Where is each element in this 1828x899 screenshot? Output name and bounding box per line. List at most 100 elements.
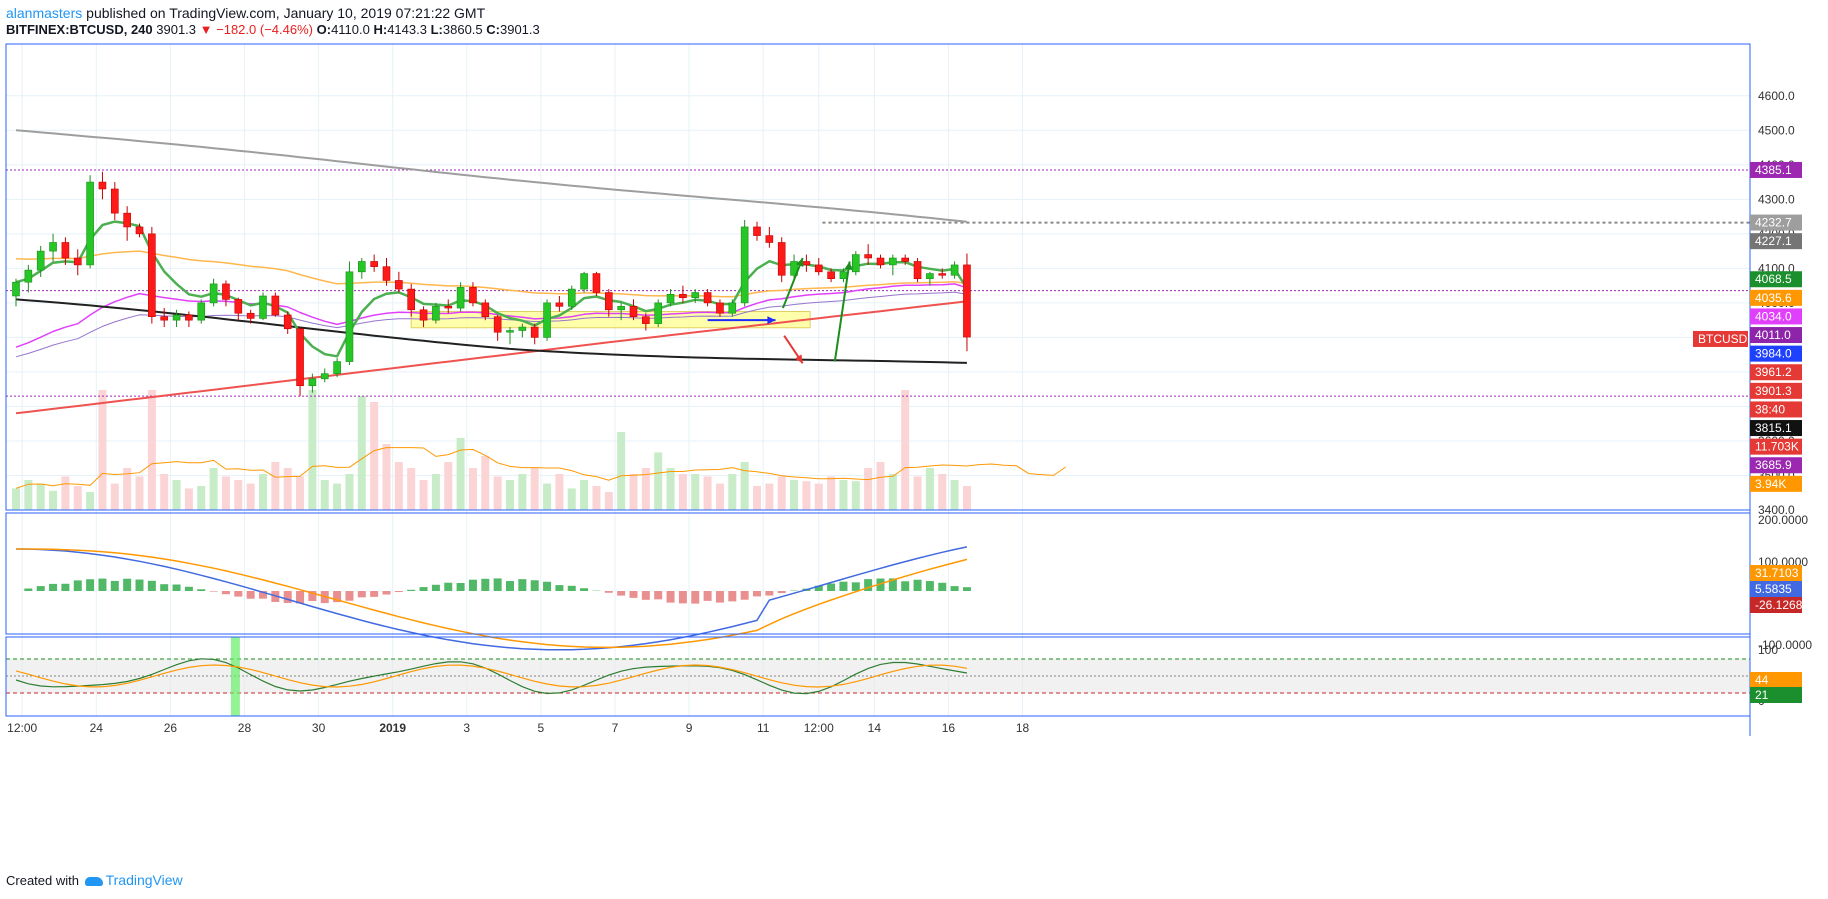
volume-bar bbox=[592, 486, 601, 510]
macd-signal-line bbox=[16, 548, 968, 649]
candle-body bbox=[73, 257, 82, 266]
volume-bar bbox=[61, 476, 70, 510]
price-label-bg bbox=[1750, 233, 1802, 250]
candle-body bbox=[197, 302, 206, 321]
volume-bar bbox=[740, 462, 749, 510]
time-tick-label: 12:00 bbox=[7, 721, 37, 735]
macd-hist-bar bbox=[493, 578, 502, 591]
candle-body bbox=[419, 309, 428, 321]
price-chart[interactable]: 4600.04500.04400.04300.04200.04100.04000… bbox=[0, 40, 1828, 880]
ma-200-line bbox=[15, 129, 968, 223]
up-arrow-2 bbox=[833, 261, 853, 362]
macd-hist-bar bbox=[777, 591, 786, 594]
candle-body bbox=[802, 261, 811, 266]
macd-hist-bar bbox=[765, 591, 774, 596]
macd-hist-bar bbox=[950, 586, 959, 591]
macd-hist-bar bbox=[160, 584, 169, 591]
arrow-head bbox=[794, 354, 803, 364]
candle-body bbox=[839, 271, 848, 280]
ma-100-line bbox=[15, 300, 968, 415]
author-link[interactable]: alanmasters bbox=[6, 5, 83, 21]
price-label: 3984.0 bbox=[1750, 345, 1802, 362]
candle-body bbox=[86, 181, 94, 266]
macd-hist-bar bbox=[691, 591, 700, 604]
volume-bar bbox=[481, 456, 490, 510]
macd-hist-bar bbox=[419, 587, 428, 591]
macd-hist-bar bbox=[36, 586, 45, 591]
macd-hist-bar bbox=[962, 587, 971, 591]
candle-body bbox=[61, 242, 70, 259]
macd-hist-bar bbox=[580, 588, 589, 591]
candles bbox=[12, 171, 971, 397]
time-axis[interactable]: 12:00 24 26 28 30 2019 3 5 7 9 11 12:00 14 16 18 bbox=[7, 721, 1029, 735]
price-label: 4227.1 bbox=[1750, 233, 1802, 250]
candle-body bbox=[518, 326, 527, 331]
macd-hist-bar bbox=[382, 591, 391, 595]
macd-hist-bar bbox=[370, 591, 379, 597]
macd-hist-bar bbox=[407, 589, 416, 591]
volume-bar bbox=[962, 486, 971, 510]
price-label-text: 4068.5 bbox=[1755, 272, 1792, 286]
macd-hist-bar bbox=[444, 582, 453, 591]
volume-bar bbox=[715, 483, 724, 510]
time-tick-label: 3 bbox=[463, 721, 470, 735]
macd-hist-bar bbox=[543, 581, 552, 591]
tradingview-brand[interactable]: TradingView bbox=[105, 872, 183, 888]
price-label-bg bbox=[1750, 401, 1802, 418]
moving-averages bbox=[15, 129, 968, 415]
volume-bar bbox=[925, 468, 934, 510]
candle-body bbox=[580, 273, 588, 290]
candle-body bbox=[36, 250, 45, 271]
volume-bar bbox=[790, 480, 799, 510]
macd-hist-bar bbox=[98, 578, 107, 591]
macd-hist-bar bbox=[827, 583, 836, 591]
macd-hist-bar bbox=[641, 591, 650, 600]
candle-body bbox=[506, 330, 514, 333]
candle-body bbox=[271, 295, 280, 316]
arrow-head bbox=[844, 261, 853, 271]
footer: Created with TradingView bbox=[6, 872, 183, 888]
pane-border bbox=[5, 512, 1751, 635]
macd-hist-bar bbox=[678, 591, 687, 604]
price-tick-label: 3400.0 bbox=[1758, 503, 1795, 517]
arrow-head bbox=[796, 258, 804, 267]
time-tick-label: 24 bbox=[90, 721, 104, 735]
volume-bar bbox=[765, 483, 774, 510]
price-label-text: 4385.1 bbox=[1755, 163, 1792, 177]
candle-body bbox=[432, 306, 440, 321]
volume-bar bbox=[345, 474, 354, 510]
price-label: 4035.6 bbox=[1750, 289, 1802, 306]
symbol-label: BTCUSD bbox=[1693, 330, 1748, 347]
time-tick-label: 26 bbox=[164, 721, 178, 735]
price-label-text: 3685.9 bbox=[1755, 458, 1792, 472]
candle-body bbox=[666, 293, 675, 304]
macd-hist-bar bbox=[197, 589, 206, 591]
macd-hist-bar bbox=[740, 591, 749, 600]
candle-body bbox=[740, 226, 749, 304]
volume-bar bbox=[123, 468, 132, 510]
price-label-text: 38:40 bbox=[1755, 402, 1785, 416]
rsi-d-line bbox=[15, 664, 968, 688]
ohlc-legend: BITFINEX:BTCUSD, 240 3901.3 ▼ −182.0 (−4… bbox=[6, 21, 540, 39]
price-label: 3685.9 bbox=[1750, 457, 1802, 474]
volume-bar bbox=[246, 483, 255, 510]
volume-bar bbox=[419, 480, 428, 510]
volume-bar bbox=[184, 488, 193, 510]
candle-body bbox=[926, 273, 934, 280]
candle-body bbox=[530, 326, 539, 338]
macd-hist-bar bbox=[925, 581, 934, 591]
candle-body bbox=[333, 361, 341, 374]
macd-tick-label: -100.0000 bbox=[1758, 638, 1812, 652]
candle-body bbox=[901, 257, 910, 262]
macd-hist-bar bbox=[851, 582, 860, 591]
publish-info: alanmasters published on TradingView.com… bbox=[6, 4, 485, 22]
published-text: published on TradingView.com, January 10… bbox=[86, 5, 486, 21]
price-label: 3.94K bbox=[1750, 475, 1802, 492]
hist-value-label: -26.1268 bbox=[1750, 597, 1803, 613]
volume-bar bbox=[135, 476, 144, 510]
price-tick-label: 4300.0 bbox=[1758, 192, 1795, 206]
arrow-shaft bbox=[833, 261, 851, 362]
volume-bar bbox=[814, 483, 823, 510]
rsi-tick-label: 100 bbox=[1758, 643, 1778, 657]
macd-hist-bar bbox=[259, 591, 267, 599]
